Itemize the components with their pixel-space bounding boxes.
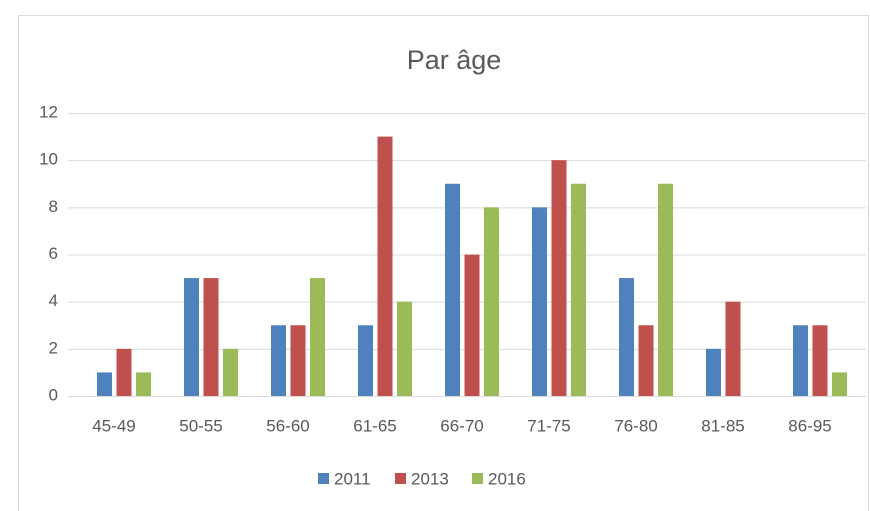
y-tick-label: 10 bbox=[39, 150, 58, 169]
y-tick-label: 4 bbox=[49, 291, 58, 310]
bar bbox=[832, 372, 847, 396]
legend-swatch bbox=[318, 473, 329, 484]
bar bbox=[812, 325, 828, 396]
bar bbox=[271, 325, 286, 396]
bar bbox=[484, 207, 499, 396]
legend-swatch bbox=[472, 473, 483, 484]
bar bbox=[571, 183, 586, 396]
y-tick-label: 2 bbox=[49, 338, 58, 357]
legend-label: 2011 bbox=[334, 469, 371, 488]
bar bbox=[136, 372, 151, 396]
bar bbox=[203, 278, 219, 396]
x-tick-label: 56-60 bbox=[266, 416, 309, 435]
bar bbox=[310, 278, 325, 396]
y-tick-label: 0 bbox=[49, 385, 58, 404]
x-tick-label: 66-70 bbox=[440, 416, 483, 435]
legend-label: 2013 bbox=[411, 469, 449, 488]
bar bbox=[184, 278, 199, 396]
bar bbox=[290, 325, 306, 396]
bar bbox=[377, 136, 393, 397]
bar bbox=[358, 325, 373, 396]
bar bbox=[445, 183, 460, 396]
bar bbox=[619, 278, 634, 396]
x-tick-label: 45-49 bbox=[92, 416, 135, 435]
y-tick-label: 6 bbox=[49, 244, 58, 263]
x-tick-label: 50-55 bbox=[179, 416, 222, 435]
bar bbox=[706, 348, 721, 396]
bar bbox=[725, 301, 741, 396]
x-tick-label: 81-85 bbox=[701, 416, 744, 435]
bar bbox=[532, 207, 547, 396]
bar bbox=[658, 183, 673, 396]
bar bbox=[464, 254, 480, 396]
x-tick-label: 61-65 bbox=[353, 416, 396, 435]
chart-frame bbox=[18, 15, 869, 511]
chart-title: Par âge bbox=[407, 45, 502, 75]
bar bbox=[638, 325, 654, 396]
bar bbox=[397, 301, 412, 396]
bar bbox=[551, 160, 567, 396]
bar bbox=[116, 348, 132, 396]
x-tick-label: 86-95 bbox=[788, 416, 831, 435]
bar bbox=[223, 348, 238, 396]
legend-label: 2016 bbox=[488, 469, 526, 488]
y-tick-label: 8 bbox=[49, 197, 58, 216]
bar bbox=[793, 325, 808, 396]
y-tick-label: 12 bbox=[39, 102, 58, 121]
x-tick-label: 76-80 bbox=[614, 416, 657, 435]
bar bbox=[97, 372, 112, 396]
legend-swatch bbox=[395, 473, 406, 484]
x-tick-label: 71-75 bbox=[527, 416, 570, 435]
